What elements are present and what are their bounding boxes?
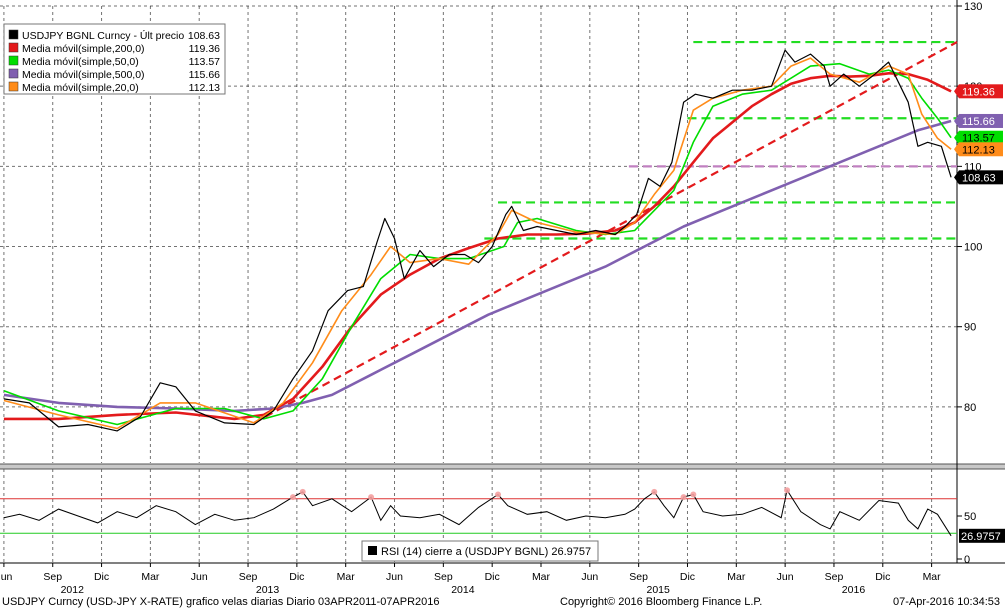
rsi-overbought-mark [784,487,791,494]
right-value-label-text: 115.66 [962,116,995,128]
x-month-label: Jun [777,571,794,583]
legend-swatch [8,29,19,40]
right-value-label: 113.57 [954,130,1003,145]
x-month-label: Dic [289,571,304,583]
right-value-label: 115.66 [954,113,1003,128]
right-value-label-box [959,113,1003,128]
x-month-label: Mar [727,571,746,583]
rsi-legend: RSI (14) cierre a (USDJPY BGNL) 26.9757 [361,540,599,562]
x-month-label: Mar [141,571,160,583]
x-year-label: 2014 [451,584,475,594]
legend-label: Media móvil(simple,20,0) [22,82,139,94]
price-ytick-label: 80 [964,402,976,414]
x-month-label: Jun [191,571,208,583]
x-month-label: Dic [875,571,890,583]
x-month-label: Sep [825,571,844,583]
legend-value: 108.63 [188,30,220,42]
right-value-label-box [959,130,1003,145]
x-month-label: Mar [532,571,551,583]
right-value-label-text: 113.57 [962,133,995,145]
footer-copyright: Copyright© 2016 Bloomberg Finance L.P. [560,596,763,608]
price-ytick-label: 90 [964,322,976,334]
rsi-overbought-mark [368,494,375,501]
x-month-label: Dic [485,571,500,583]
x-month-label: Jun [0,571,13,583]
rsi-ytick-label: 0 [964,554,970,566]
legend-value: 115.66 [189,69,220,81]
right-value-label-arrow [954,142,959,157]
right-value-label-arrow [954,113,959,128]
rsi-legend-swatch [368,546,377,555]
x-month-label: Dic [680,571,695,583]
legend-swatch [8,81,19,92]
rsi-overbought-mark [299,488,306,495]
right-value-label-box [959,170,1003,185]
legend-swatch [8,42,19,53]
right-value-label-box [959,84,1003,99]
rsi-line [3,488,952,537]
price-ytick-label: 130 [964,1,982,13]
rsi-legend-box [361,540,599,562]
footer-timestamp: 07-Apr-2016 10:34:53 [893,596,1001,608]
right-value-label-text: 108.63 [962,172,996,184]
x-month-label: Sep [434,571,453,583]
legend-label: Media móvil(simple,500,0) [22,69,145,81]
legend-box [3,23,226,95]
right-value-label-arrow [954,130,959,145]
rsi-overbought-mark [289,494,296,501]
x-year-label: 2016 [842,584,866,594]
chart-footer: USDJPY Curncy (USD-JPY X-RATE) grafico v… [0,594,1005,610]
x-year-label: 2012 [61,584,85,594]
rsi-value-label-text: 26.9757 [961,531,1001,543]
legend-value: 113.57 [189,56,220,68]
legend-swatch [8,68,19,79]
price-ytick-label: 100 [964,242,982,254]
series-line [3,49,952,432]
x-month-label: Jun [581,571,598,583]
right-value-label-arrow [954,170,959,185]
x-month-label: Dic [94,571,109,583]
rsi-value-label-box [959,528,1005,543]
chart-background [0,0,1005,594]
x-month-label: Sep [239,571,258,583]
right-value-label-text: 119.36 [962,86,995,98]
legend-swatch [8,55,19,66]
price-legend: USDJPY BGNL Curncy - Últ precio 108.63 Med… [3,23,226,95]
right-value-label-arrow [954,84,959,99]
right-value-label-box [959,142,1003,157]
rsi-overbought-mark [495,491,502,498]
legend-label: Media móvil(simple,200,0) [22,43,145,55]
x-month-label: Mar [923,571,942,583]
price-chart: 8090100110120130119.36115.66113.57112.13… [0,0,1005,594]
rsi-legend-text: RSI (14) cierre a (USDJPY BGNL) 26.9757 [381,546,591,558]
series-line [3,119,952,413]
right-value-label: 108.63 [954,170,1003,185]
x-month-label: Mar [337,571,356,583]
legend-value: 119.36 [189,43,220,55]
legend-label: Media móvil(simple,50,0) [22,56,139,68]
legend-label: USDJPY BGNL Curncy - Últ precio [22,29,184,42]
rsi-overbought-mark [651,488,658,495]
x-month-label: Sep [629,571,648,583]
legend-value: 112.13 [189,82,220,94]
right-value-label: 119.36 [954,84,1003,99]
right-value-label-text: 112.13 [962,144,995,156]
trend-line [253,41,958,424]
rsi-overbought-mark [680,494,687,501]
rsi-ytick-label: 50 [964,511,976,523]
footer-source: USDJPY Curncy (USD-JPY X-RATE) grafico v… [2,596,440,608]
panel-separator [0,464,1005,469]
x-month-label: Sep [43,571,62,583]
x-year-label: 2013 [256,584,280,594]
x-year-label: 2015 [647,584,671,594]
x-month-label: Jun [386,571,403,583]
right-value-label: 112.13 [954,142,1003,157]
rsi-overbought-mark [690,491,697,498]
